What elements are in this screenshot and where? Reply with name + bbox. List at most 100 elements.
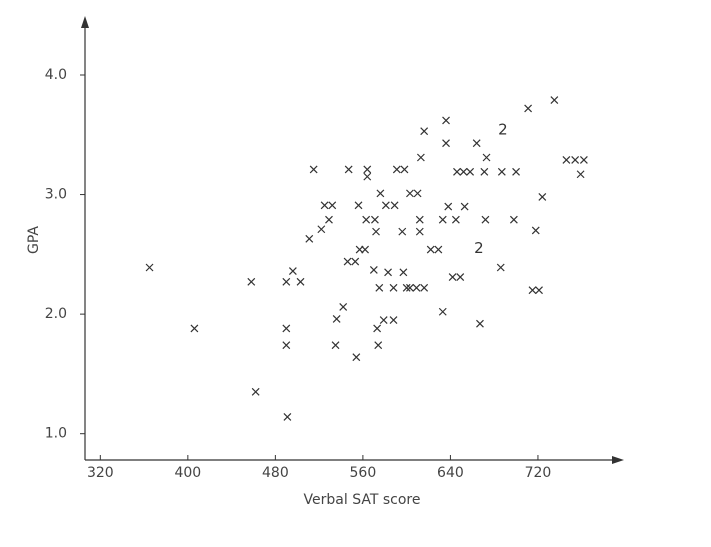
x-tick-label: 320	[87, 465, 114, 481]
point	[390, 201, 399, 210]
point	[426, 245, 435, 254]
y-axis-label: GPA	[26, 226, 42, 254]
point	[406, 283, 414, 292]
point	[376, 189, 385, 198]
point	[442, 116, 450, 125]
point	[399, 268, 408, 277]
point	[579, 155, 588, 164]
point	[420, 283, 429, 292]
point	[373, 324, 382, 333]
point	[343, 257, 352, 266]
point	[374, 341, 383, 350]
point	[325, 215, 333, 224]
y-tick-label: 3.0	[45, 187, 67, 203]
point	[344, 165, 353, 174]
point	[451, 215, 460, 224]
point	[351, 257, 360, 266]
point	[379, 316, 388, 325]
point	[416, 153, 425, 162]
point	[354, 201, 363, 210]
point	[482, 153, 491, 162]
point	[332, 314, 341, 323]
point	[472, 139, 481, 148]
point	[251, 387, 260, 396]
point	[296, 277, 305, 286]
annotation: 2	[498, 121, 508, 139]
point	[283, 413, 292, 421]
point	[456, 273, 465, 281]
point	[406, 189, 414, 198]
point	[331, 341, 340, 350]
point	[371, 215, 379, 224]
point	[444, 202, 453, 211]
point	[524, 104, 533, 113]
point	[535, 286, 543, 295]
point	[320, 201, 329, 210]
point	[145, 263, 154, 272]
point	[476, 319, 484, 328]
point	[384, 268, 392, 277]
y-tick-label: 1.0	[45, 426, 67, 442]
point	[459, 167, 468, 176]
point	[288, 267, 297, 276]
point	[453, 167, 461, 176]
point	[389, 316, 398, 325]
y-axis-arrow	[81, 16, 89, 28]
point	[442, 139, 450, 148]
point	[448, 273, 457, 281]
point	[571, 155, 580, 164]
point	[363, 165, 372, 174]
point	[372, 227, 380, 236]
point	[352, 353, 361, 362]
x-tick-label: 480	[262, 465, 289, 481]
point	[466, 167, 475, 176]
point	[438, 215, 447, 224]
point	[190, 324, 199, 333]
point	[497, 167, 506, 176]
point	[413, 189, 422, 198]
y-tick-label: 2.0	[45, 306, 67, 322]
x-tick-label: 720	[525, 465, 552, 481]
point	[415, 215, 424, 224]
x-tick-label: 560	[350, 465, 377, 481]
point	[369, 265, 378, 274]
point	[282, 324, 291, 333]
point	[375, 283, 384, 292]
point	[512, 167, 520, 176]
point	[400, 165, 409, 174]
point	[402, 283, 411, 292]
point	[282, 341, 291, 350]
point	[412, 283, 421, 292]
point	[389, 283, 398, 292]
point	[415, 227, 424, 236]
point	[328, 201, 337, 210]
point	[538, 193, 547, 201]
point	[434, 245, 443, 254]
point	[362, 215, 371, 224]
point	[282, 277, 291, 286]
point	[317, 225, 326, 234]
point	[460, 202, 469, 211]
point	[309, 165, 318, 174]
point	[361, 245, 370, 254]
x-axis-label: Verbal SAT score	[304, 492, 421, 508]
point	[481, 215, 490, 224]
point	[576, 170, 585, 179]
point	[339, 303, 348, 311]
annotation: 2	[474, 239, 484, 257]
point	[438, 307, 447, 316]
point	[550, 96, 559, 105]
x-tick-label: 640	[437, 465, 464, 481]
x-tick-label: 400	[174, 465, 201, 481]
point	[363, 172, 372, 181]
point	[480, 167, 489, 176]
point	[531, 226, 540, 235]
point	[420, 127, 429, 136]
x-axis-arrow	[612, 456, 624, 464]
point	[305, 234, 314, 243]
point	[392, 165, 401, 174]
point	[381, 201, 390, 210]
point	[562, 155, 571, 164]
